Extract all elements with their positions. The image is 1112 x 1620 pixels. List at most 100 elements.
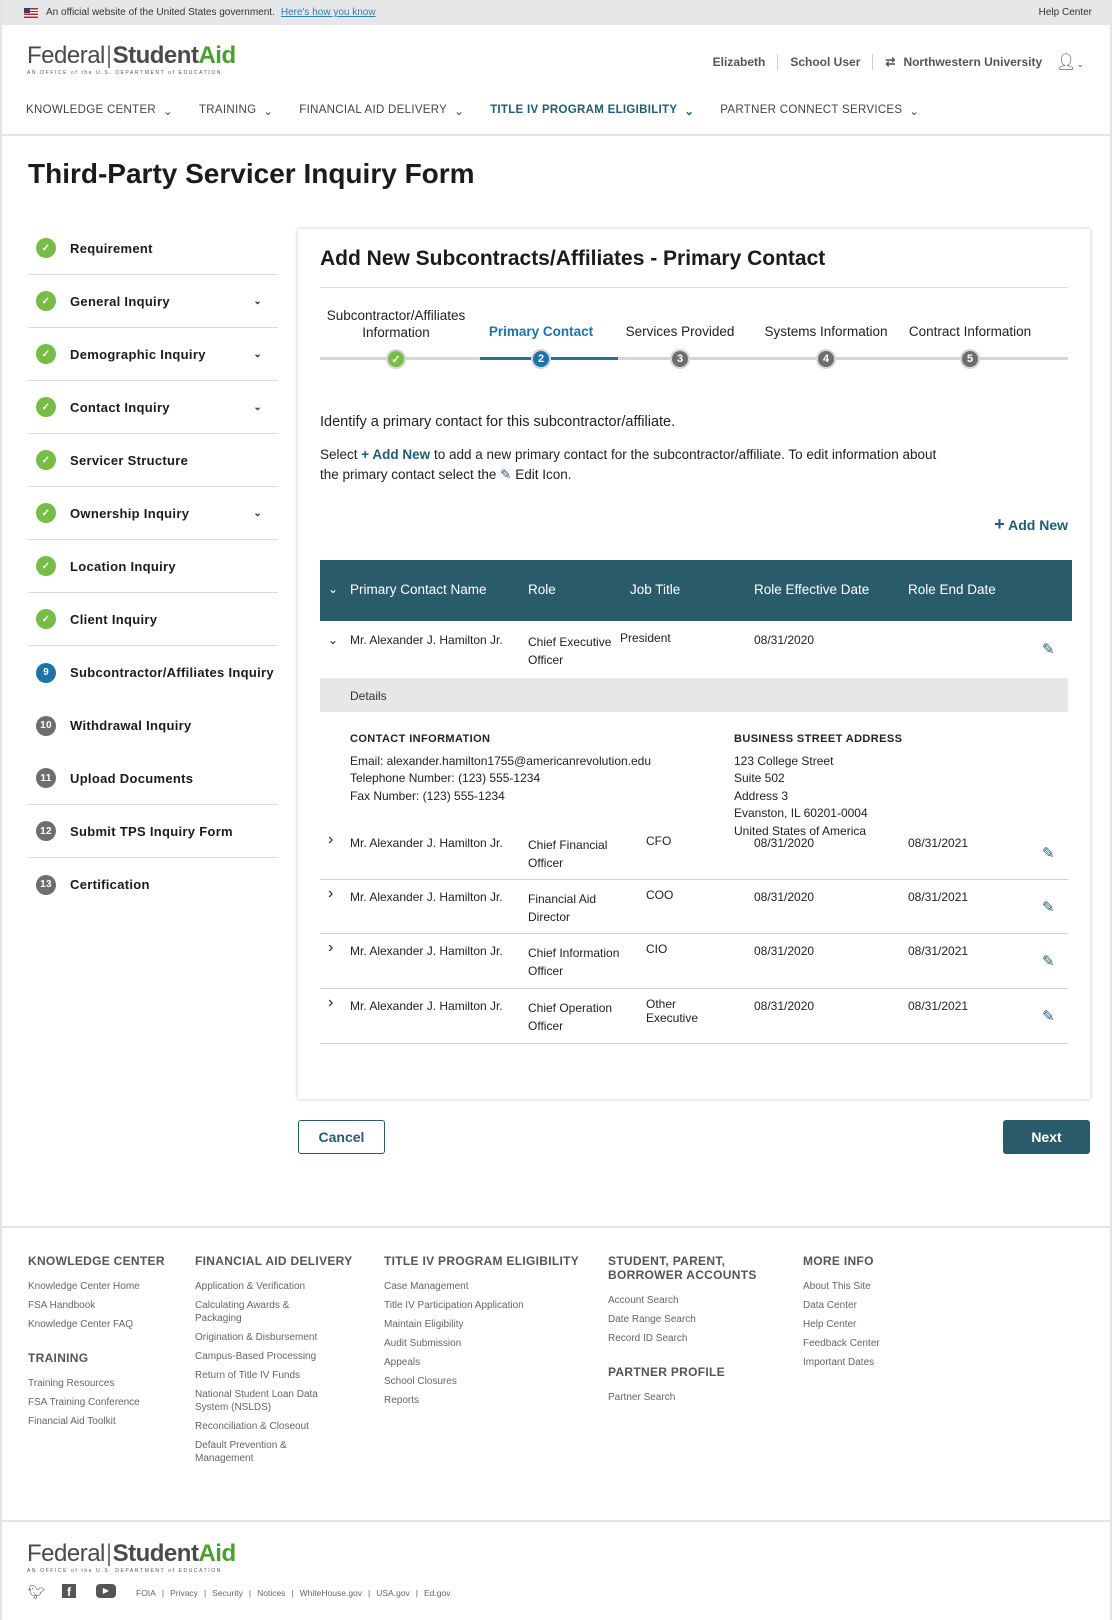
footer-link[interactable]: Partner Search — [608, 1392, 676, 1403]
next-button[interactable]: Next — [1003, 1120, 1090, 1154]
table-row[interactable]: › Mr. Alexander J. Hamilton Jr. Chief Info… — [320, 933, 1068, 989]
sidebar-item[interactable]: 12 Submit TPS Inquiry Form — [28, 805, 278, 858]
edit-pencil-icon[interactable]: ✎ — [1042, 899, 1055, 916]
stepper-step-label[interactable]: Primary Contact — [488, 324, 594, 339]
chevron-right-icon[interactable]: › — [328, 994, 334, 1011]
footer-link[interactable]: Application & Verification — [195, 1281, 306, 1292]
sidebar-item[interactable]: 10 Withdrawal Inquiry — [28, 699, 278, 752]
table-row[interactable]: ⌄ Mr. Alexander J. Hamilton Jr. Chief Exec… — [320, 621, 1068, 678]
table-row[interactable]: › Mr. Alexander J. Hamilton Jr. Financial … — [320, 879, 1068, 934]
footer-link[interactable]: School Closures — [384, 1376, 457, 1387]
legal-link[interactable]: FOIA — [136, 1588, 156, 1598]
add-new-button[interactable]: + Add New — [994, 514, 1068, 534]
footer-link[interactable]: Calculating Awards & Packaging — [195, 1300, 290, 1324]
chevron-down-icon[interactable]: ⌄ — [253, 295, 262, 307]
sidebar-item[interactable]: ✓ Location Inquiry — [28, 540, 278, 593]
nav-financial-aid-delivery[interactable]: FINANCIAL AID DELIVERY ⌄ — [299, 104, 464, 134]
nav-title-iv[interactable]: TITLE IV PROGRAM ELIGIBILITY ⌄ — [490, 104, 694, 134]
sidebar-item-label: General Inquiry — [70, 293, 170, 309]
footer-link[interactable]: Origination & Disbursement — [195, 1332, 318, 1343]
collapse-all-icon[interactable]: ⌄ — [328, 582, 339, 596]
inline-add-new-link[interactable]: + Add New — [361, 447, 431, 462]
footer-link[interactable]: Appeals — [384, 1357, 421, 1368]
fsa-footer-logo[interactable]: Federal|StudentAid AN OFFICE of the U.S.… — [27, 1540, 236, 1575]
footer-link[interactable]: Maintain Eligibility — [384, 1319, 464, 1330]
edit-pencil-icon[interactable]: ✎ — [1042, 953, 1055, 970]
footer-link[interactable]: Default Prevention & Management — [195, 1440, 287, 1464]
footer-link[interactable]: Reports — [384, 1395, 420, 1406]
edit-pencil-icon[interactable]: ✎ — [1042, 845, 1055, 862]
legal-link[interactable]: Security — [212, 1588, 243, 1598]
facebook-icon[interactable]: f — [62, 1584, 76, 1599]
footer-link[interactable]: About This Site — [803, 1281, 871, 1292]
stepper-step-label[interactable]: Contract Information — [908, 324, 1032, 339]
nav-partner-connect[interactable]: PARTNER CONNECT SERVICES ⌄ — [720, 104, 919, 134]
stepper-step-label[interactable]: Services Provided — [625, 324, 735, 339]
legal-link[interactable]: Notices — [257, 1588, 286, 1598]
chevron-down-icon[interactable]: ⌄ — [253, 401, 262, 413]
footer-column: MORE INFO About This Site Data Center Help … — [803, 1254, 943, 1375]
footer-link[interactable]: Date Range Search — [608, 1314, 696, 1325]
edit-pencil-icon[interactable]: ✎ — [1042, 1008, 1055, 1025]
footer-link[interactable]: Training Resources — [28, 1378, 115, 1389]
sidebar-item[interactable]: ✓ Servicer Structure — [28, 434, 278, 487]
sidebar-item[interactable]: 9 Subcontractor/Affiliates Inquiry — [28, 646, 278, 699]
chevron-right-icon[interactable]: › — [328, 939, 334, 956]
twitter-icon[interactable]: 🐦︎ — [28, 1584, 46, 1600]
legal-link[interactable]: USA.gov — [376, 1588, 410, 1598]
step-number-badge: 11 — [36, 768, 56, 788]
footer-link[interactable]: Account Search — [608, 1295, 679, 1306]
cancel-button[interactable]: Cancel — [298, 1120, 385, 1154]
footer-link[interactable]: Return of Title IV Funds — [195, 1370, 301, 1381]
separator: | — [291, 1588, 294, 1598]
footer-link[interactable]: Important Dates — [803, 1357, 875, 1368]
footer-link[interactable]: Feedback Center — [803, 1338, 880, 1349]
table-row[interactable]: › Mr. Alexander J. Hamilton Jr. Chief Fina… — [320, 825, 1068, 880]
nav-knowledge-center[interactable]: KNOWLEDGE CENTER ⌄ — [26, 104, 173, 134]
footer-link[interactable]: National Student Loan Data System (NSLDS… — [195, 1389, 318, 1413]
footer-link[interactable]: Record ID Search — [608, 1333, 688, 1344]
how-you-know-link[interactable]: Here's how you know — [280, 7, 376, 18]
help-center-link[interactable]: Help Center — [1038, 7, 1092, 18]
fsa-logo[interactable]: Federal|StudentAid AN OFFICE of the U.S.… — [27, 42, 236, 77]
footer-link[interactable]: Campus-Based Processing — [195, 1351, 317, 1362]
sidebar-item[interactable]: 11 Upload Documents — [28, 752, 278, 805]
sidebar-item[interactable]: ✓ Demographic Inquiry ⌄ — [28, 328, 278, 381]
organization-name[interactable]: Northwestern University — [903, 55, 1043, 69]
footer-link[interactable]: FSA Training Conference — [28, 1397, 140, 1408]
step-number-badge: 13 — [36, 874, 56, 895]
legal-link[interactable]: Ed.gov — [424, 1588, 451, 1598]
chevron-right-icon[interactable]: › — [328, 885, 334, 902]
switch-icon[interactable]: ⇄ — [885, 55, 896, 69]
footer-link[interactable]: Knowledge Center Home — [28, 1281, 140, 1292]
edit-pencil-icon[interactable]: ✎ — [1042, 641, 1055, 658]
chevron-down-icon[interactable]: ⌄ — [253, 348, 262, 360]
footer-link[interactable]: Help Center — [803, 1319, 857, 1330]
stepper-step-label[interactable]: Subcontractor/Affiliates Information — [326, 308, 466, 340]
user-profile-icon[interactable]: 👤︎⌄ — [1056, 54, 1084, 71]
sidebar-item[interactable]: 13 Certification — [28, 858, 278, 911]
youtube-icon[interactable]: ▶ — [96, 1584, 116, 1598]
sidebar-item[interactable]: ✓ Client Inquiry — [28, 593, 278, 646]
nav-training[interactable]: TRAINING ⌄ — [199, 104, 273, 134]
footer-link[interactable]: FSA Handbook — [28, 1300, 96, 1311]
sidebar-item[interactable]: ✓ Ownership Inquiry ⌄ — [28, 487, 278, 540]
footer-link[interactable]: Audit Submission — [384, 1338, 462, 1349]
chevron-right-icon[interactable]: › — [328, 831, 334, 848]
chevron-down-icon[interactable]: ⌄ — [328, 633, 339, 647]
sidebar-item[interactable]: ✓ Contact Inquiry ⌄ — [28, 381, 278, 434]
footer-link[interactable]: Data Center — [803, 1300, 857, 1311]
legal-link[interactable]: Privacy — [170, 1588, 198, 1598]
chevron-down-icon[interactable]: ⌄ — [253, 507, 262, 519]
footer-link[interactable]: Knowledge Center FAQ — [28, 1319, 134, 1330]
footer-link[interactable]: Financial Aid Toolkit — [28, 1416, 116, 1427]
sidebar-item[interactable]: ✓ General Inquiry ⌄ — [28, 275, 278, 328]
legal-link[interactable]: WhiteHouse.gov — [299, 1588, 363, 1598]
footer-link[interactable]: Case Management — [384, 1281, 469, 1292]
table-row[interactable]: › Mr. Alexander J. Hamilton Jr. Chief Oper… — [320, 988, 1068, 1044]
footer-link[interactable]: Title IV Participation Application — [384, 1300, 524, 1311]
sidebar-item[interactable]: ✓ Requirement — [28, 222, 278, 275]
user-name[interactable]: Elizabeth — [712, 55, 766, 69]
stepper-step-label[interactable]: Systems Information — [764, 324, 888, 339]
footer-link[interactable]: Reconciliation & Closeout — [195, 1421, 309, 1432]
